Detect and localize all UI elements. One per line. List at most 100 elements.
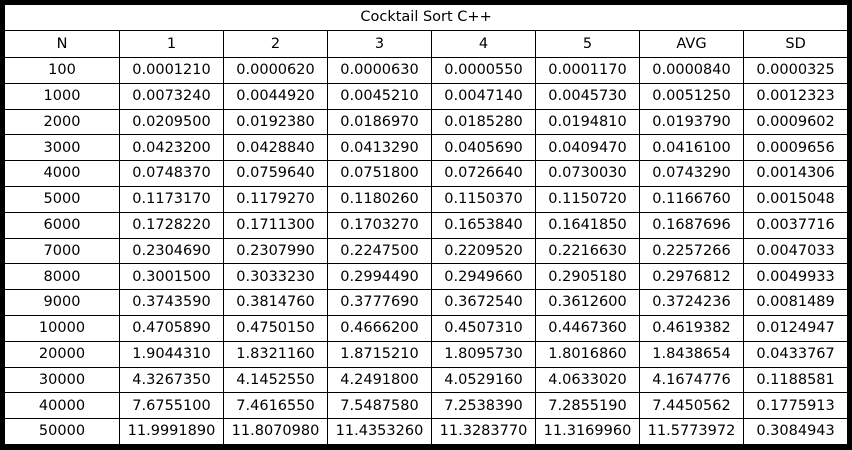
cell-run-4: 7.2538390: [431, 392, 536, 420]
cell-run-5: 0.0730030: [535, 160, 640, 187]
cell-n: 8000: [4, 263, 120, 291]
cell-sd: 0.3084943: [742, 418, 849, 445]
cell-run-4: 0.1150370: [431, 185, 536, 213]
cell-run-4: 11.3283770: [431, 418, 536, 445]
cell-run-3: 0.1180260: [327, 185, 432, 213]
cell-run-3: 1.8715210: [327, 340, 432, 368]
cell-run-1: 4.3267350: [119, 366, 224, 394]
table-row: 2000 0.0209500 0.0192380 0.0186970 0.0185280…: [4, 108, 849, 136]
cell-run-2: 1.8321160: [223, 340, 328, 368]
header-run-2: 2: [223, 30, 328, 58]
table-row: 30000 4.3267350 4.1452550 4.2491800 4.052916…: [4, 366, 849, 394]
cell-run-5: 11.3169960: [535, 418, 640, 445]
cell-n: 2000: [4, 108, 120, 136]
header-avg: AVG: [639, 30, 744, 58]
cell-avg: 0.1687696: [639, 211, 744, 239]
cell-run-2: 0.0428840: [223, 134, 328, 162]
cell-sd: 0.0049933: [742, 263, 849, 291]
cell-run-1: 0.2304690: [119, 237, 224, 265]
cell-sd: 0.0124947: [742, 314, 849, 342]
cell-avg: 4.1674776: [639, 366, 744, 394]
cell-run-5: 0.4467360: [535, 314, 640, 342]
cell-n: 1000: [4, 82, 120, 110]
cell-run-5: 0.1150720: [535, 185, 640, 213]
cell-run-4: 0.2209520: [431, 237, 536, 265]
table-title: Cocktail Sort C++: [3, 4, 849, 31]
table-row: 10000 0.4705890 0.4750150 0.4666200 0.450731…: [4, 314, 849, 342]
cell-n: 3000: [4, 134, 120, 162]
cell-run-2: 0.0044920: [223, 82, 328, 110]
table-row: 6000 0.1728220 0.1711300 0.1703270 0.1653840…: [4, 211, 849, 239]
results-table: Cocktail Sort C++ N 1 2 3 4 5 AVG SD 100 0.00012…: [3, 4, 849, 445]
cell-run-5: 0.2905180: [535, 263, 640, 291]
cell-sd: 0.0009602: [742, 108, 849, 136]
table-row: 20000 1.9044310 1.8321160 1.8715210 1.809573…: [4, 340, 849, 368]
table-row: 50000 11.9991890 11.8070980 11.4353260 11.32…: [4, 418, 849, 445]
cell-avg: 0.2976812: [639, 263, 744, 291]
cell-run-4: 0.0185280: [431, 108, 536, 136]
cell-run-3: 0.2247500: [327, 237, 432, 265]
cell-avg: 0.2257266: [639, 237, 744, 265]
cell-run-2: 0.0759640: [223, 160, 328, 187]
cell-n: 5000: [4, 185, 120, 213]
header-n: N: [4, 30, 120, 58]
cell-run-1: 0.1173170: [119, 185, 224, 213]
cell-avg: 0.0193790: [639, 108, 744, 136]
cell-run-1: 0.1728220: [119, 211, 224, 239]
cell-n: 100: [4, 57, 120, 84]
header-run-5: 5: [535, 30, 640, 58]
cell-run-4: 1.8095730: [431, 340, 536, 368]
table-row: 40000 7.6755100 7.4616550 7.5487580 7.253839…: [4, 392, 849, 420]
cell-run-2: 0.3033230: [223, 263, 328, 291]
cell-run-3: 4.2491800: [327, 366, 432, 394]
cell-run-5: 7.2855190: [535, 392, 640, 420]
cell-run-5: 0.0001170: [535, 57, 640, 84]
cell-run-3: 0.0751800: [327, 160, 432, 187]
cell-run-1: 0.0001210: [119, 57, 224, 84]
table-row: 1000 0.0073240 0.0044920 0.0045210 0.0047140…: [4, 82, 849, 110]
cell-run-2: 0.2307990: [223, 237, 328, 265]
cell-n: 10000: [4, 314, 120, 342]
cell-run-2: 11.8070980: [223, 418, 328, 445]
cell-run-4: 0.3672540: [431, 289, 536, 316]
cell-run-5: 0.0409470: [535, 134, 640, 162]
table-row: 9000 0.3743590 0.3814760 0.3777690 0.3672540…: [4, 289, 849, 316]
cell-sd: 0.0037716: [742, 211, 849, 239]
table-row: 5000 0.1173170 0.1179270 0.1180260 0.1150370…: [4, 185, 849, 213]
cell-avg: 0.3724236: [639, 289, 744, 316]
table-row: 100 0.0001210 0.0000620 0.0000630 0.0000550 0…: [4, 57, 849, 84]
cell-run-3: 0.4666200: [327, 314, 432, 342]
cell-run-2: 0.0000620: [223, 57, 328, 84]
cell-sd: 0.1188581: [742, 366, 849, 394]
cell-avg: 11.5773972: [639, 418, 744, 445]
header-run-4: 4: [431, 30, 536, 58]
table-row: 4000 0.0748370 0.0759640 0.0751800 0.0726640…: [4, 160, 849, 187]
cell-sd: 0.0081489: [742, 289, 849, 316]
cell-run-1: 0.0748370: [119, 160, 224, 187]
cell-n: 30000: [4, 366, 120, 394]
cell-avg: 0.0416100: [639, 134, 744, 162]
cell-run-4: 0.0047140: [431, 82, 536, 110]
header-run-3: 3: [327, 30, 432, 58]
cell-run-3: 0.0413290: [327, 134, 432, 162]
table-body: 100 0.0001210 0.0000620 0.0000630 0.0000550 0…: [4, 57, 849, 445]
table-row: 8000 0.3001500 0.3033230 0.2994490 0.2949660…: [4, 263, 849, 291]
cell-avg: 7.4450562: [639, 392, 744, 420]
header-run-1: 1: [119, 30, 224, 58]
spreadsheet-area: Cocktail Sort C++ N 1 2 3 4 5 AVG SD 100 0.00012…: [3, 4, 849, 445]
cell-run-1: 0.0423200: [119, 134, 224, 162]
cell-avg: 0.0743290: [639, 160, 744, 187]
cell-run-3: 0.1703270: [327, 211, 432, 239]
cell-avg: 0.0000840: [639, 57, 744, 84]
cell-sd: 0.0433767: [742, 340, 849, 368]
cell-run-2: 0.4750150: [223, 314, 328, 342]
cell-run-2: 7.4616550: [223, 392, 328, 420]
cell-sd: 0.0009656: [742, 134, 849, 162]
cell-run-1: 1.9044310: [119, 340, 224, 368]
cell-n: 50000: [4, 418, 120, 445]
cell-run-5: 0.1641850: [535, 211, 640, 239]
cell-run-2: 0.0192380: [223, 108, 328, 136]
cell-run-5: 4.0633020: [535, 366, 640, 394]
cell-run-4: 0.1653840: [431, 211, 536, 239]
header-row: N 1 2 3 4 5 AVG SD: [4, 30, 849, 58]
